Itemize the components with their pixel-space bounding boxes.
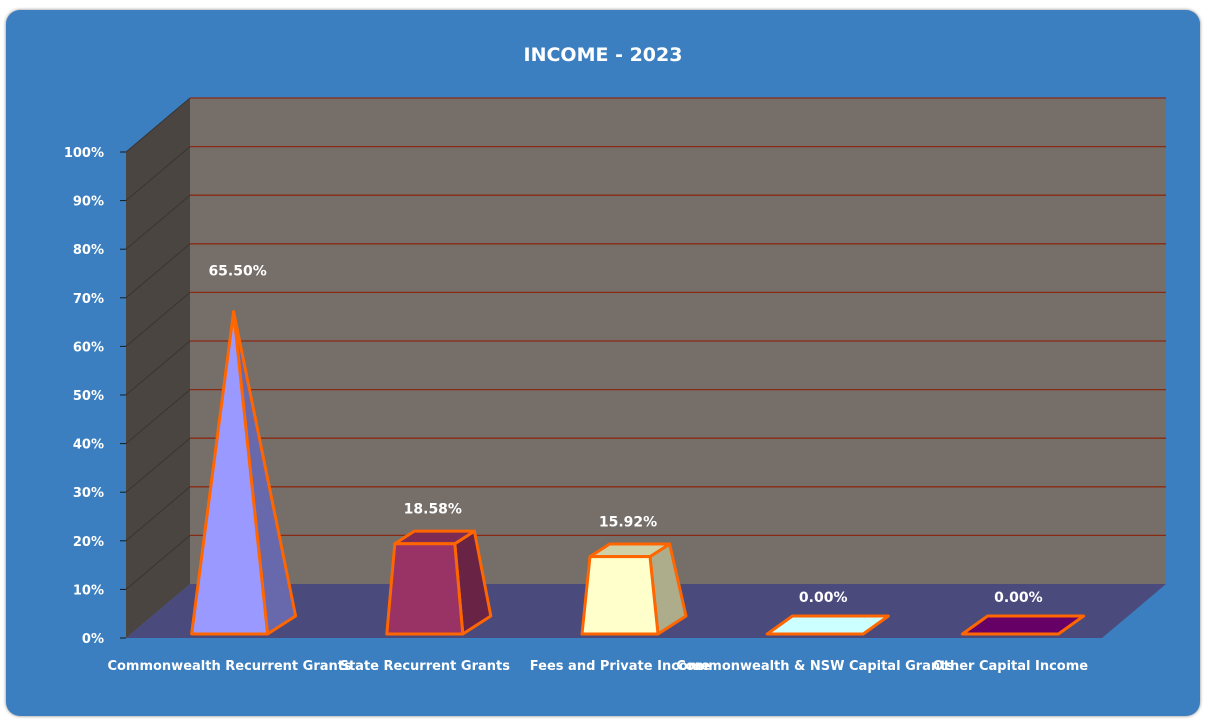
bar-front-face (385, 542, 465, 636)
bar-front-face (190, 310, 270, 636)
y-tick-label: 30% (73, 486, 104, 501)
x-tick-label: Commonwealth & NSW Capital Grants (676, 659, 954, 674)
bar (765, 614, 890, 636)
bar (960, 614, 1086, 636)
data-label: 18.58% (404, 502, 462, 518)
bar-front-face (580, 555, 660, 636)
y-tick-label: 60% (73, 340, 104, 355)
y-tick-label: 0% (82, 632, 104, 647)
chart-svg: INCOME - 2023 0% 10% 20% 30% 40% 50% 60% 70% 80%… (64, 44, 1166, 674)
data-label: 0.00% (799, 590, 848, 606)
y-tick-label: 40% (73, 438, 104, 453)
gridline-side (125, 535, 191, 590)
data-labels: 65.50% 18.58% 15.92% 0.00% 0.00% (208, 264, 1042, 606)
data-label: 65.50% (208, 264, 266, 280)
gridline-side (125, 292, 191, 347)
y-tick-label: 50% (73, 389, 104, 404)
y-tick-label: 100% (64, 146, 104, 161)
y-tick-label: 80% (73, 243, 104, 258)
y-tick-label: 90% (73, 195, 104, 210)
gridline-side (125, 437, 191, 493)
x-tick-label: Commonwealth Recurrent Grants (107, 659, 352, 674)
bar (190, 310, 298, 636)
gridline-side (125, 340, 191, 396)
x-tick-label: Fees and Private Income (530, 659, 711, 674)
gridline-side (125, 97, 191, 153)
bar-flat-slab (765, 614, 890, 636)
bar (580, 542, 688, 636)
gridline-side (125, 194, 191, 250)
y-tick-label: 10% (73, 583, 104, 598)
chart-area: INCOME - 2023 0% 10% 20% 30% 40% 50% 60% 70% 80%… (6, 10, 1200, 716)
y-tick-label: 20% (73, 535, 104, 550)
gridline-side (125, 389, 191, 444)
y-tick-label: 70% (73, 292, 104, 307)
bar-flat-slab (960, 614, 1086, 636)
bar (385, 529, 493, 636)
y-axis-tick-labels: 0% 10% 20% 30% 40% 50% 60% 70% 80% 90% 100% (64, 146, 126, 647)
x-tick-label: Other Capital Income (933, 659, 1089, 674)
x-tick-label: State Recurrent Grants (340, 659, 511, 674)
chart-title: INCOME - 2023 (524, 44, 683, 66)
gridline-side (125, 146, 191, 201)
gridline-side (125, 243, 191, 299)
gridline-side (125, 486, 191, 542)
chart-gridlines (125, 97, 1166, 590)
chart-bars (190, 310, 1086, 636)
data-label: 15.92% (599, 515, 657, 531)
data-label: 0.00% (994, 590, 1043, 606)
